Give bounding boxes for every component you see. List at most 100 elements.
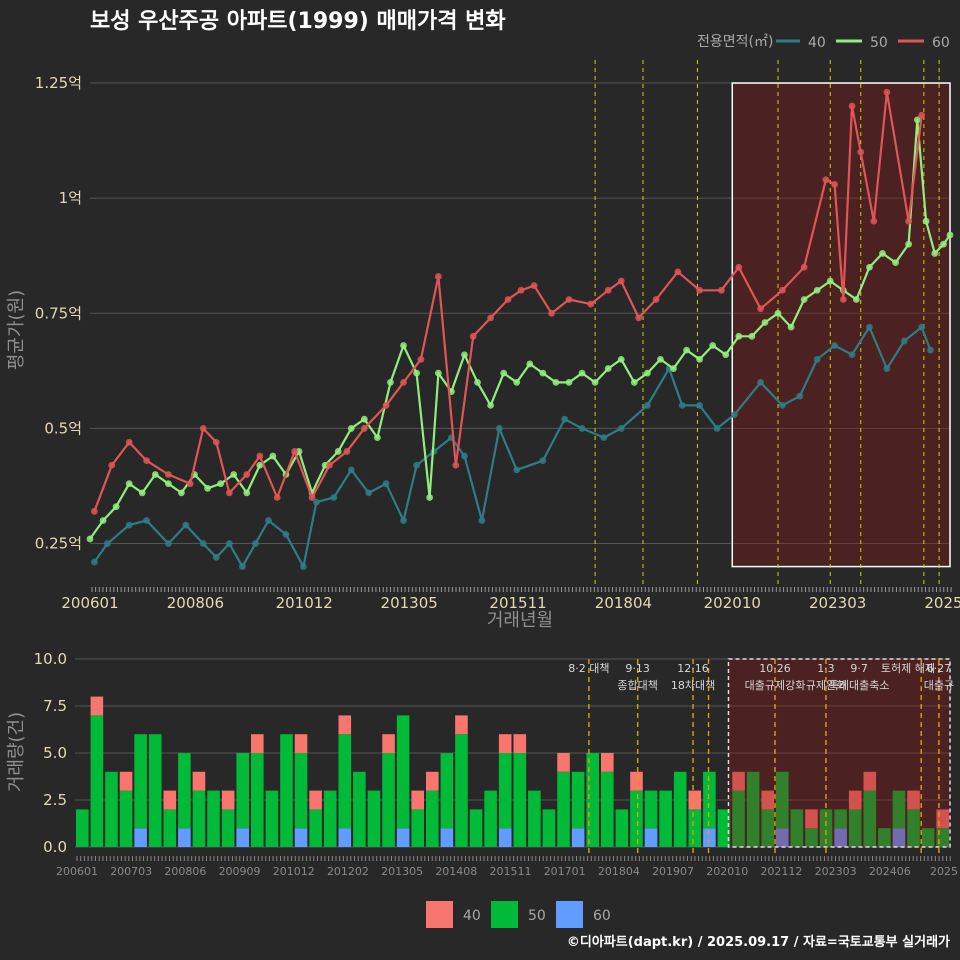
data-point-50 (360, 415, 368, 423)
data-point-40 (848, 351, 856, 359)
chart-title: 보성 우산주공 아파트(1999) 매매가격 변화 (90, 9, 506, 34)
volume-bar-50 (703, 771, 716, 829)
data-point-60 (382, 401, 390, 409)
volume-bar-40 (761, 790, 774, 810)
data-point-60 (199, 425, 207, 432)
data-point-40 (813, 355, 821, 363)
data-point-60 (717, 286, 725, 294)
data-point-50 (434, 369, 442, 377)
top-legend: 전용면적(㎡) 40 50 60 (697, 34, 950, 51)
volume-bar-40 (411, 790, 424, 810)
price-chart: 0.25억 0.5억 0.75억 1억 1.25억 200601 200806 201012… (6, 60, 960, 631)
volume-bar-60 (703, 828, 716, 847)
data-point-60 (918, 111, 926, 119)
volume-bar-50 (732, 790, 745, 847)
policy-annotation: 12·16 (677, 662, 709, 675)
data-point-60 (400, 378, 407, 386)
data-point-50 (347, 425, 355, 432)
data-point-50 (552, 378, 560, 386)
data-point-60 (674, 268, 682, 276)
volume-bar-40 (309, 790, 322, 810)
volume-bar-50 (805, 828, 818, 847)
volume-bar-40 (732, 771, 745, 791)
volume-bar-50 (353, 771, 366, 847)
volume-bar-50 (644, 790, 658, 829)
data-point-60 (757, 305, 764, 313)
data-point-50 (256, 461, 264, 469)
data-point-50 (761, 319, 769, 326)
volume-bar-50 (659, 790, 672, 847)
data-point-60 (652, 296, 660, 303)
data-point-50 (487, 401, 495, 409)
volume-y-tick-label: 2.5 (43, 791, 67, 809)
volume-bar-50 (294, 753, 308, 829)
volume-bar-50 (542, 809, 556, 847)
volume-bar-50 (528, 790, 541, 847)
data-point-50 (164, 480, 172, 488)
data-point-50 (905, 240, 913, 248)
data-point-50 (879, 250, 886, 257)
data-point-60 (848, 102, 856, 110)
data-point-40 (225, 540, 233, 547)
volume-bar-40 (119, 771, 133, 791)
data-point-50 (774, 309, 782, 317)
volume-highlight-box (727, 658, 951, 848)
data-point-40 (400, 517, 407, 524)
data-point-50 (269, 452, 277, 460)
data-point-40 (212, 553, 220, 561)
volume-bar-50 (907, 809, 920, 847)
volume-x-tick-label: 200703 (110, 865, 152, 878)
data-point-50 (151, 471, 159, 478)
data-point-60 (587, 300, 595, 308)
x-tick-label: 202303 (809, 594, 866, 612)
data-point-60 (143, 457, 151, 465)
data-point-50 (826, 277, 834, 285)
volume-x-tick-label: 202406 (869, 865, 911, 878)
data-point-50 (617, 355, 625, 363)
data-point-50 (670, 365, 677, 372)
bottom-legend-swatch-50 (491, 901, 518, 928)
data-point-60 (831, 180, 839, 188)
data-point-50 (657, 355, 664, 363)
volume-y-tick-label: 5.0 (43, 744, 67, 762)
y-tick-label: 0.25억 (35, 535, 82, 553)
volume-bar-40 (498, 734, 512, 753)
data-point-60 (125, 438, 133, 446)
volume-bar-50 (601, 771, 614, 847)
volume-bar-50 (440, 753, 454, 829)
data-point-40 (143, 517, 151, 524)
policy-annotation: 종합대책 (617, 679, 657, 692)
data-point-60 (225, 489, 233, 497)
volume-bar-50 (192, 790, 206, 847)
x-tick-label: 201804 (595, 594, 652, 612)
data-point-50 (99, 517, 107, 524)
volume-bar-50 (717, 809, 731, 847)
data-point-40 (561, 415, 569, 423)
data-point-60 (800, 263, 808, 271)
data-point-50 (591, 378, 599, 386)
data-point-60 (604, 286, 612, 294)
volume-x-tick-label: 202112 (760, 865, 802, 878)
volume-bar-50 (323, 790, 337, 847)
volume-x-tick-label: 202303 (815, 865, 857, 878)
data-point-50 (426, 494, 434, 501)
data-point-60 (108, 461, 116, 469)
legend-title: 전용면적(㎡) (697, 34, 773, 50)
series-line-60 (93, 91, 923, 512)
x-tick-label: 200601 (61, 594, 118, 612)
volume-x-tick-label: 2025 (930, 865, 958, 878)
volume-bar-60 (338, 828, 352, 847)
data-point-50 (112, 503, 120, 511)
volume-bar-50 (236, 753, 249, 829)
data-point-50 (413, 369, 420, 377)
data-point-50 (946, 231, 954, 239)
data-point-50 (138, 489, 146, 497)
volume-x-tick-label: 200601 (56, 865, 98, 878)
data-point-50 (526, 360, 534, 368)
bottom-legend-label-60: 60 (593, 908, 611, 924)
data-point-50 (630, 378, 638, 386)
volume-y-tick-label: 7.5 (43, 697, 67, 715)
policy-annotation: 규제완화 (806, 679, 846, 692)
data-point-40 (539, 457, 547, 465)
